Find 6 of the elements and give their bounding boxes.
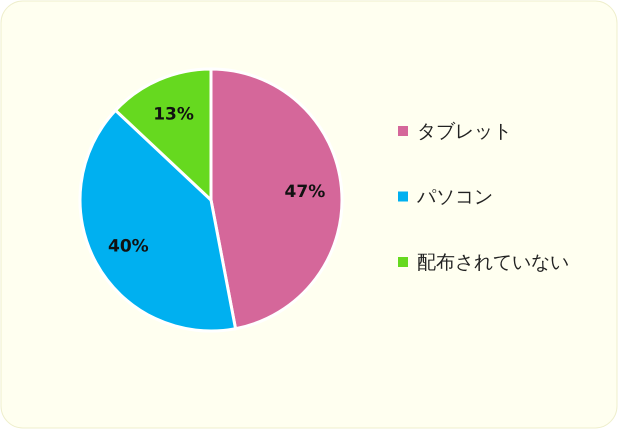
legend-label: パソコン	[416, 186, 493, 208]
data-label: 47%	[284, 182, 326, 202]
legend-label: タブレット	[417, 120, 512, 143]
data-label: 40%	[108, 236, 149, 256]
legend-label: 配布されていない	[417, 252, 569, 274]
data-label: 13%	[153, 104, 194, 124]
